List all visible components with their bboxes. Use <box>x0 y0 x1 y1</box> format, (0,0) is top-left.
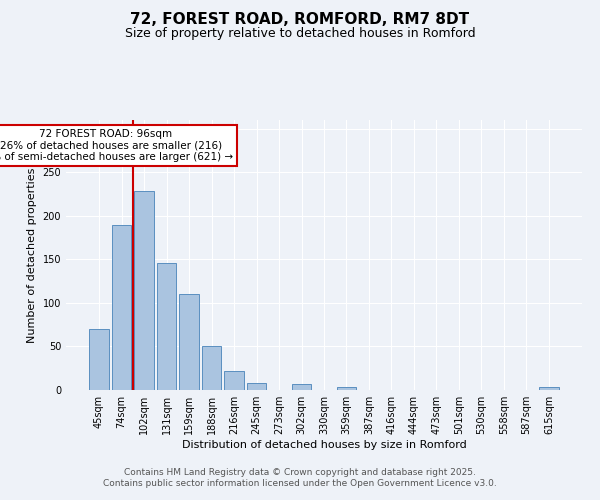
Text: 72, FOREST ROAD, ROMFORD, RM7 8DT: 72, FOREST ROAD, ROMFORD, RM7 8DT <box>130 12 470 28</box>
Bar <box>539 386 559 390</box>
Text: Contains HM Land Registry data © Crown copyright and database right 2025.
Contai: Contains HM Land Registry data © Crown c… <box>103 468 497 487</box>
X-axis label: Distribution of detached houses by size in Romford: Distribution of detached houses by size … <box>182 440 466 450</box>
Bar <box>337 388 356 390</box>
Bar <box>89 329 109 390</box>
Bar <box>292 384 311 390</box>
Bar <box>112 224 131 390</box>
Bar <box>224 371 244 390</box>
Bar <box>157 263 176 390</box>
Y-axis label: Number of detached properties: Number of detached properties <box>27 168 37 342</box>
Bar <box>179 294 199 390</box>
Bar <box>202 346 221 390</box>
Text: 72 FOREST ROAD: 96sqm
← 26% of detached houses are smaller (216)
74% of semi-det: 72 FOREST ROAD: 96sqm ← 26% of detached … <box>0 128 233 162</box>
Text: Size of property relative to detached houses in Romford: Size of property relative to detached ho… <box>125 28 475 40</box>
Bar <box>247 383 266 390</box>
Bar <box>134 192 154 390</box>
